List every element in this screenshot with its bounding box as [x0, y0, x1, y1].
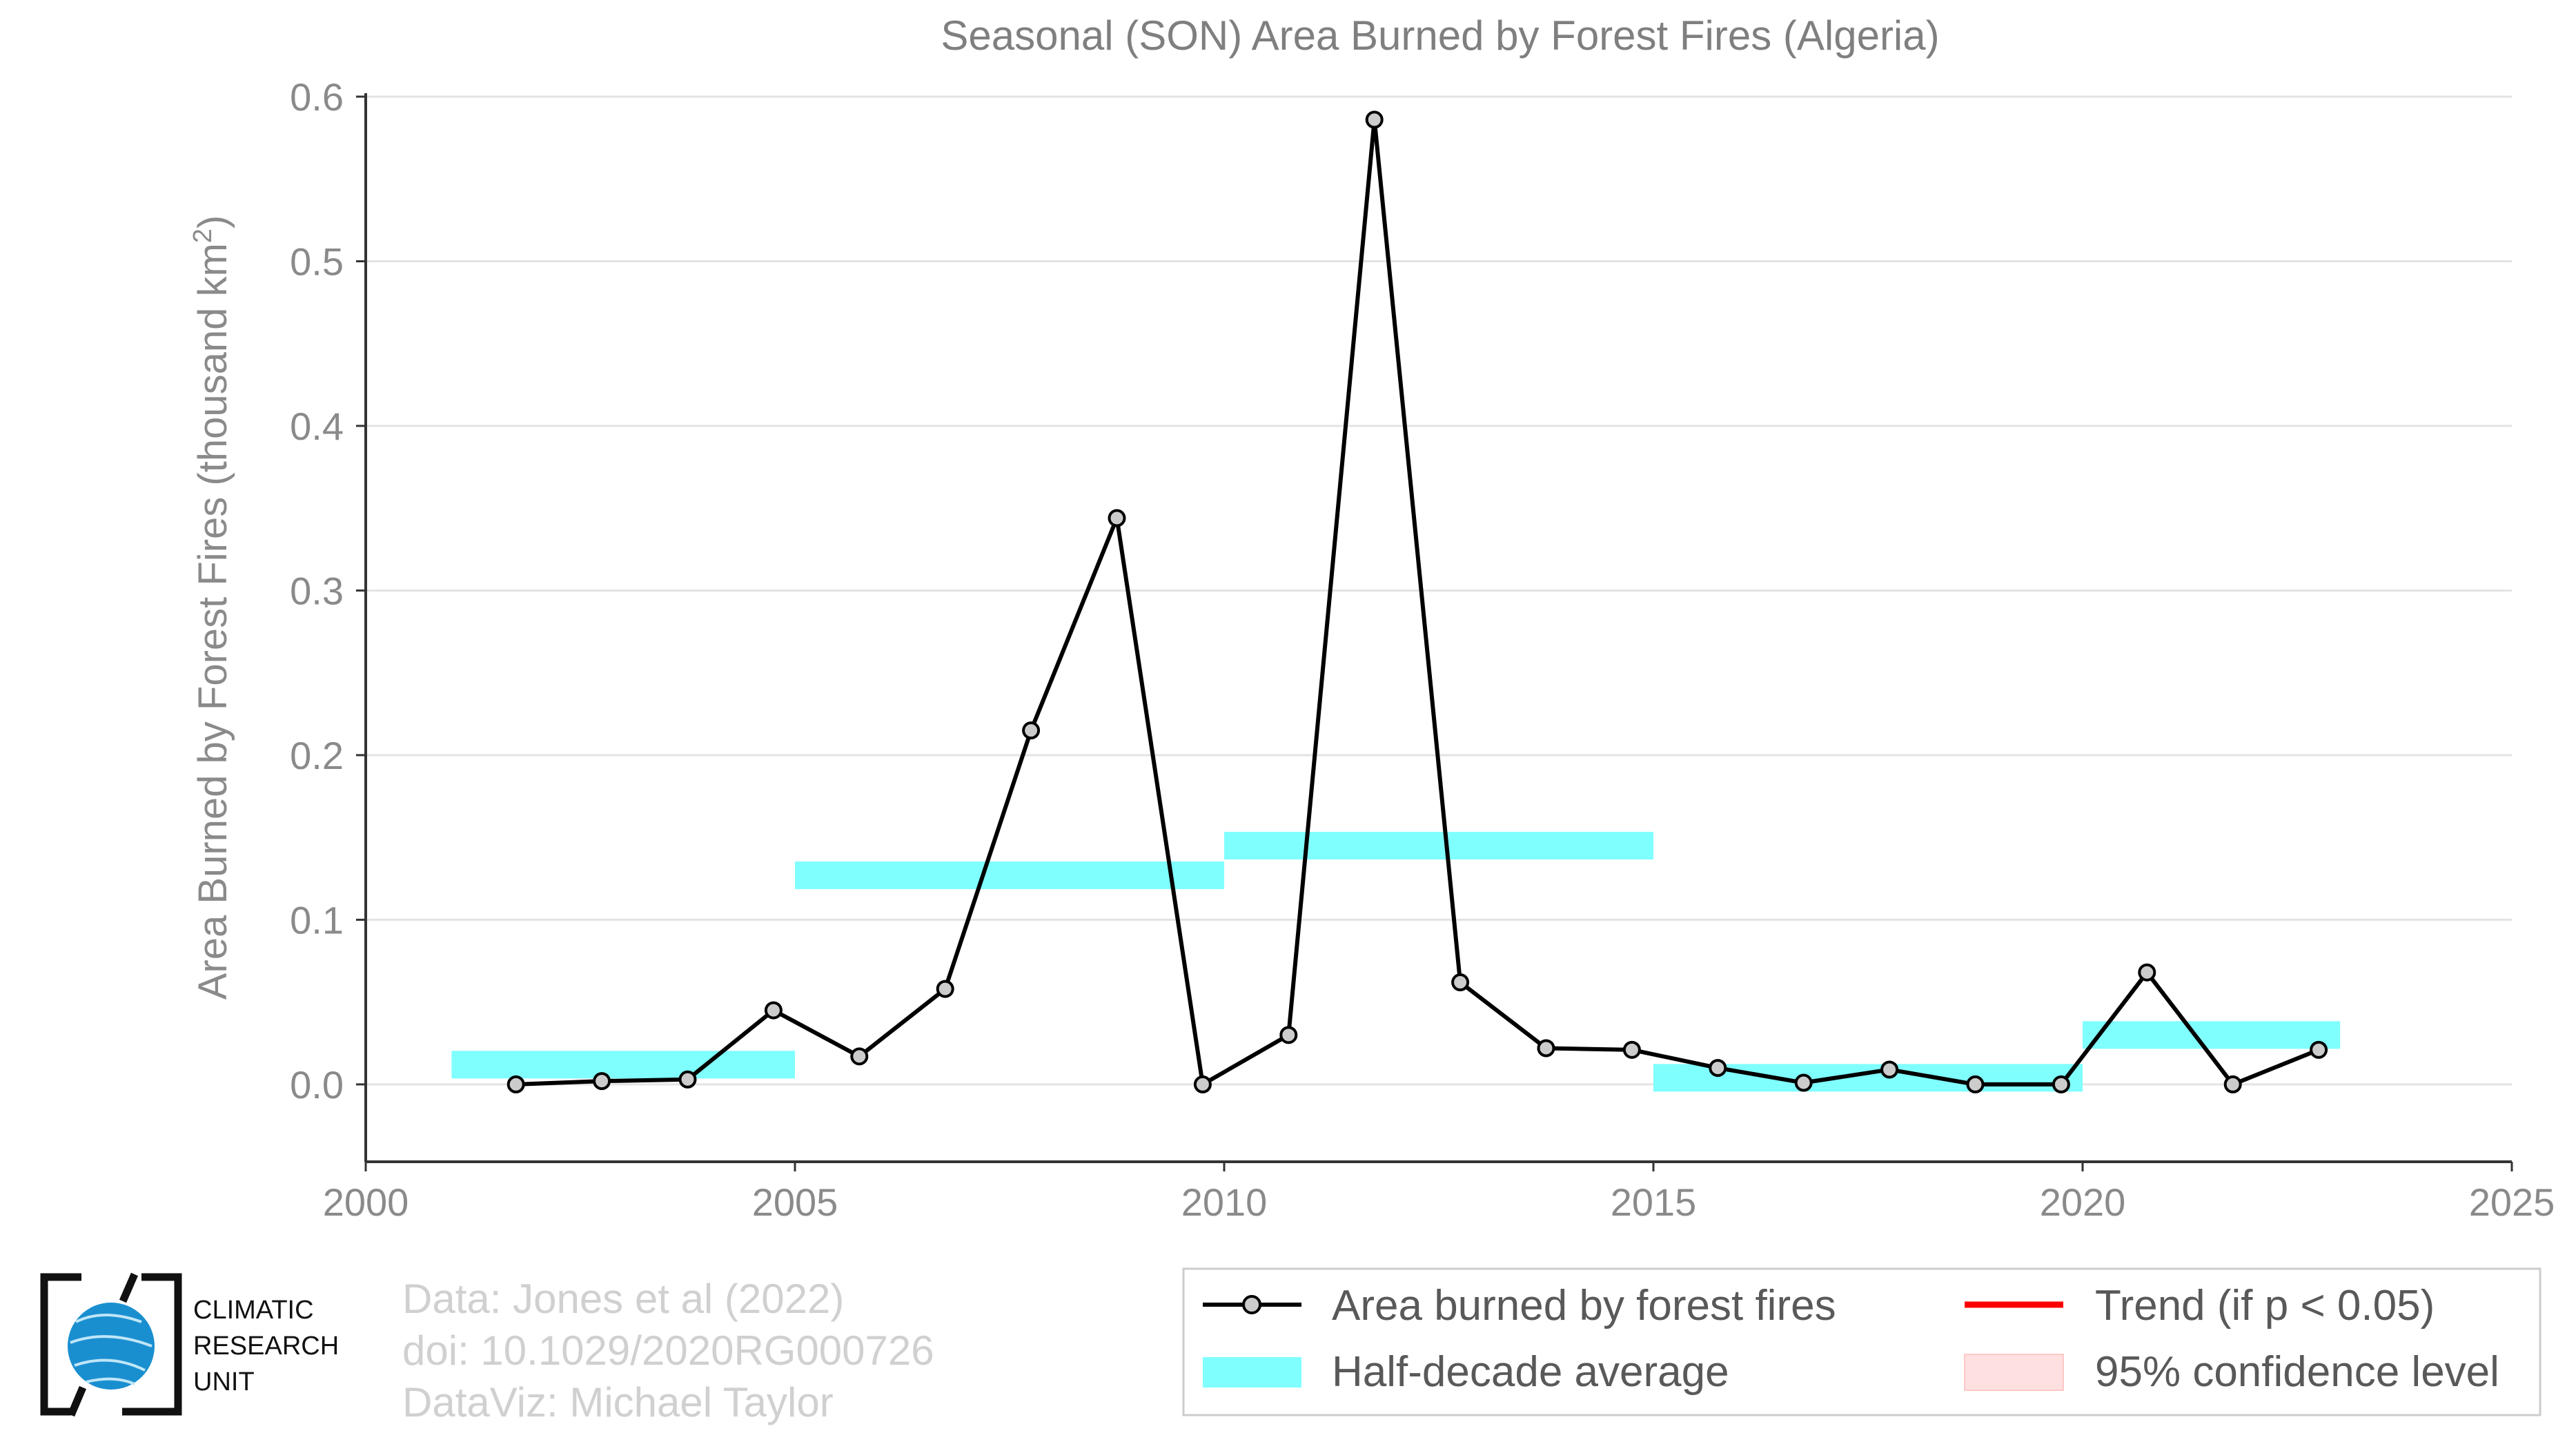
x-tick-label: 2010: [1181, 1180, 1268, 1224]
x-tick-label: 2015: [1611, 1180, 1697, 1224]
data-point: [1451, 973, 1470, 992]
data-point: [764, 1001, 783, 1020]
globe-icon: [68, 1303, 155, 1390]
legend-item-area-burned: Area burned by forest fires: [1203, 1282, 1836, 1330]
globe-swirl-icon: [70, 1314, 153, 1385]
legend-label-area-burned: Area burned by forest fires: [1332, 1282, 1836, 1330]
half-decade-average-bar: [2083, 1021, 2341, 1049]
x-tick-label: 2000: [323, 1180, 409, 1224]
legend-swatch-confidence: [1964, 1354, 2064, 1391]
half-decade-average-bars: [451, 832, 2341, 1092]
half-decade-average-bar: [795, 861, 1224, 890]
data-point: [593, 1072, 611, 1091]
x-tick-label: 2005: [752, 1180, 838, 1224]
data-point: [936, 980, 954, 998]
half-decade-average-bar: [451, 1051, 795, 1079]
data-point: [2138, 963, 2156, 982]
data-point: [1622, 1040, 1641, 1059]
data-point: [850, 1047, 869, 1066]
data-point: [1193, 1075, 1212, 1093]
legend-swatch-area-burned-marker: [1242, 1295, 1261, 1314]
logo-frame-slash-top: [119, 1272, 139, 1303]
chart-title: Seasonal (SON) Area Burned by Forest Fir…: [941, 12, 1939, 59]
y-axis-title-superscript: 2: [188, 228, 217, 243]
x-tick-label: 2025: [2469, 1180, 2555, 1224]
logo-text-research: RESEARCH: [193, 1332, 339, 1361]
legend-item-half-decade-average: Half-decade average: [1203, 1348, 1729, 1396]
axes: 0.0 0.1 0.2 0.3 0.4 0.5 0.6 2000 2005 2010 2015 202…: [290, 75, 2555, 1224]
data-point: [1022, 721, 1041, 740]
y-axis-title-text: Area Burned by Forest Fires (thousand km: [190, 243, 235, 1000]
data-point: [1365, 110, 1384, 129]
legend-label-trend: Trend (if p < 0.05): [2095, 1282, 2435, 1330]
legend-item-confidence: 95% confidence level: [1964, 1348, 2499, 1396]
y-axis-title: Area Burned by Forest Fires (thousand km…: [188, 215, 235, 1000]
data-point: [1537, 1039, 1555, 1058]
data-point: [1880, 1060, 1899, 1079]
data-point: [1794, 1073, 1813, 1092]
logo-frame-left: [40, 1273, 81, 1416]
credit-doi: doi: 10.1029/2020RG000726: [402, 1327, 934, 1374]
legend-frame: [1182, 1267, 2541, 1416]
y-tick-label: 0.0: [290, 1063, 344, 1107]
area-burned-series: [507, 110, 2328, 1093]
data-point: [1966, 1075, 1985, 1093]
data-point: [2052, 1075, 2070, 1093]
logo-text-climatic: CLIMATIC: [193, 1296, 314, 1325]
y-tick-label: 0.6: [290, 75, 344, 119]
x-tick-label: 2020: [2040, 1180, 2126, 1224]
y-tick-label: 0.1: [290, 898, 344, 942]
data-point: [1279, 1026, 1298, 1044]
data-point: [2310, 1040, 2328, 1059]
y-tick-label: 0.3: [290, 569, 344, 612]
gridlines: [366, 95, 2512, 1086]
legend-label-half-decade-average: Half-decade average: [1332, 1348, 1729, 1396]
data-point: [1108, 509, 1126, 527]
credit-data-source: Data: Jones et al (2022): [402, 1276, 844, 1322]
data-point: [2223, 1075, 2242, 1093]
y-tick-label: 0.4: [290, 405, 344, 448]
data-point: [678, 1070, 697, 1089]
y-tick-label: 0.2: [290, 734, 344, 777]
y-tick-label: 0.5: [290, 240, 344, 283]
data-point: [1709, 1059, 1727, 1078]
y-axis-title-close: ): [190, 215, 235, 228]
legend-item-trend: Trend (if p < 0.05): [1965, 1282, 2435, 1330]
cru-logo: CLIMATIC RESEARCH UNIT: [40, 1272, 339, 1417]
legend: Area burned by forest fires Half-decade …: [1182, 1267, 2541, 1416]
logo-text-unit: UNIT: [193, 1367, 255, 1396]
data-credits: Data: Jones et al (2022) doi: 10.1029/20…: [402, 1276, 934, 1425]
credit-dataviz: DataViz: Michael Taylor: [402, 1379, 834, 1425]
half-decade-average-bar: [1224, 832, 1653, 860]
logo-frame-right: [122, 1273, 182, 1416]
logo-frame-slash-bottom: [67, 1385, 87, 1417]
series-line: [515, 117, 2320, 1087]
legend-label-confidence: 95% confidence level: [2095, 1348, 2499, 1396]
data-point: [507, 1075, 525, 1093]
legend-swatch-half-decade-average: [1203, 1357, 1301, 1387]
